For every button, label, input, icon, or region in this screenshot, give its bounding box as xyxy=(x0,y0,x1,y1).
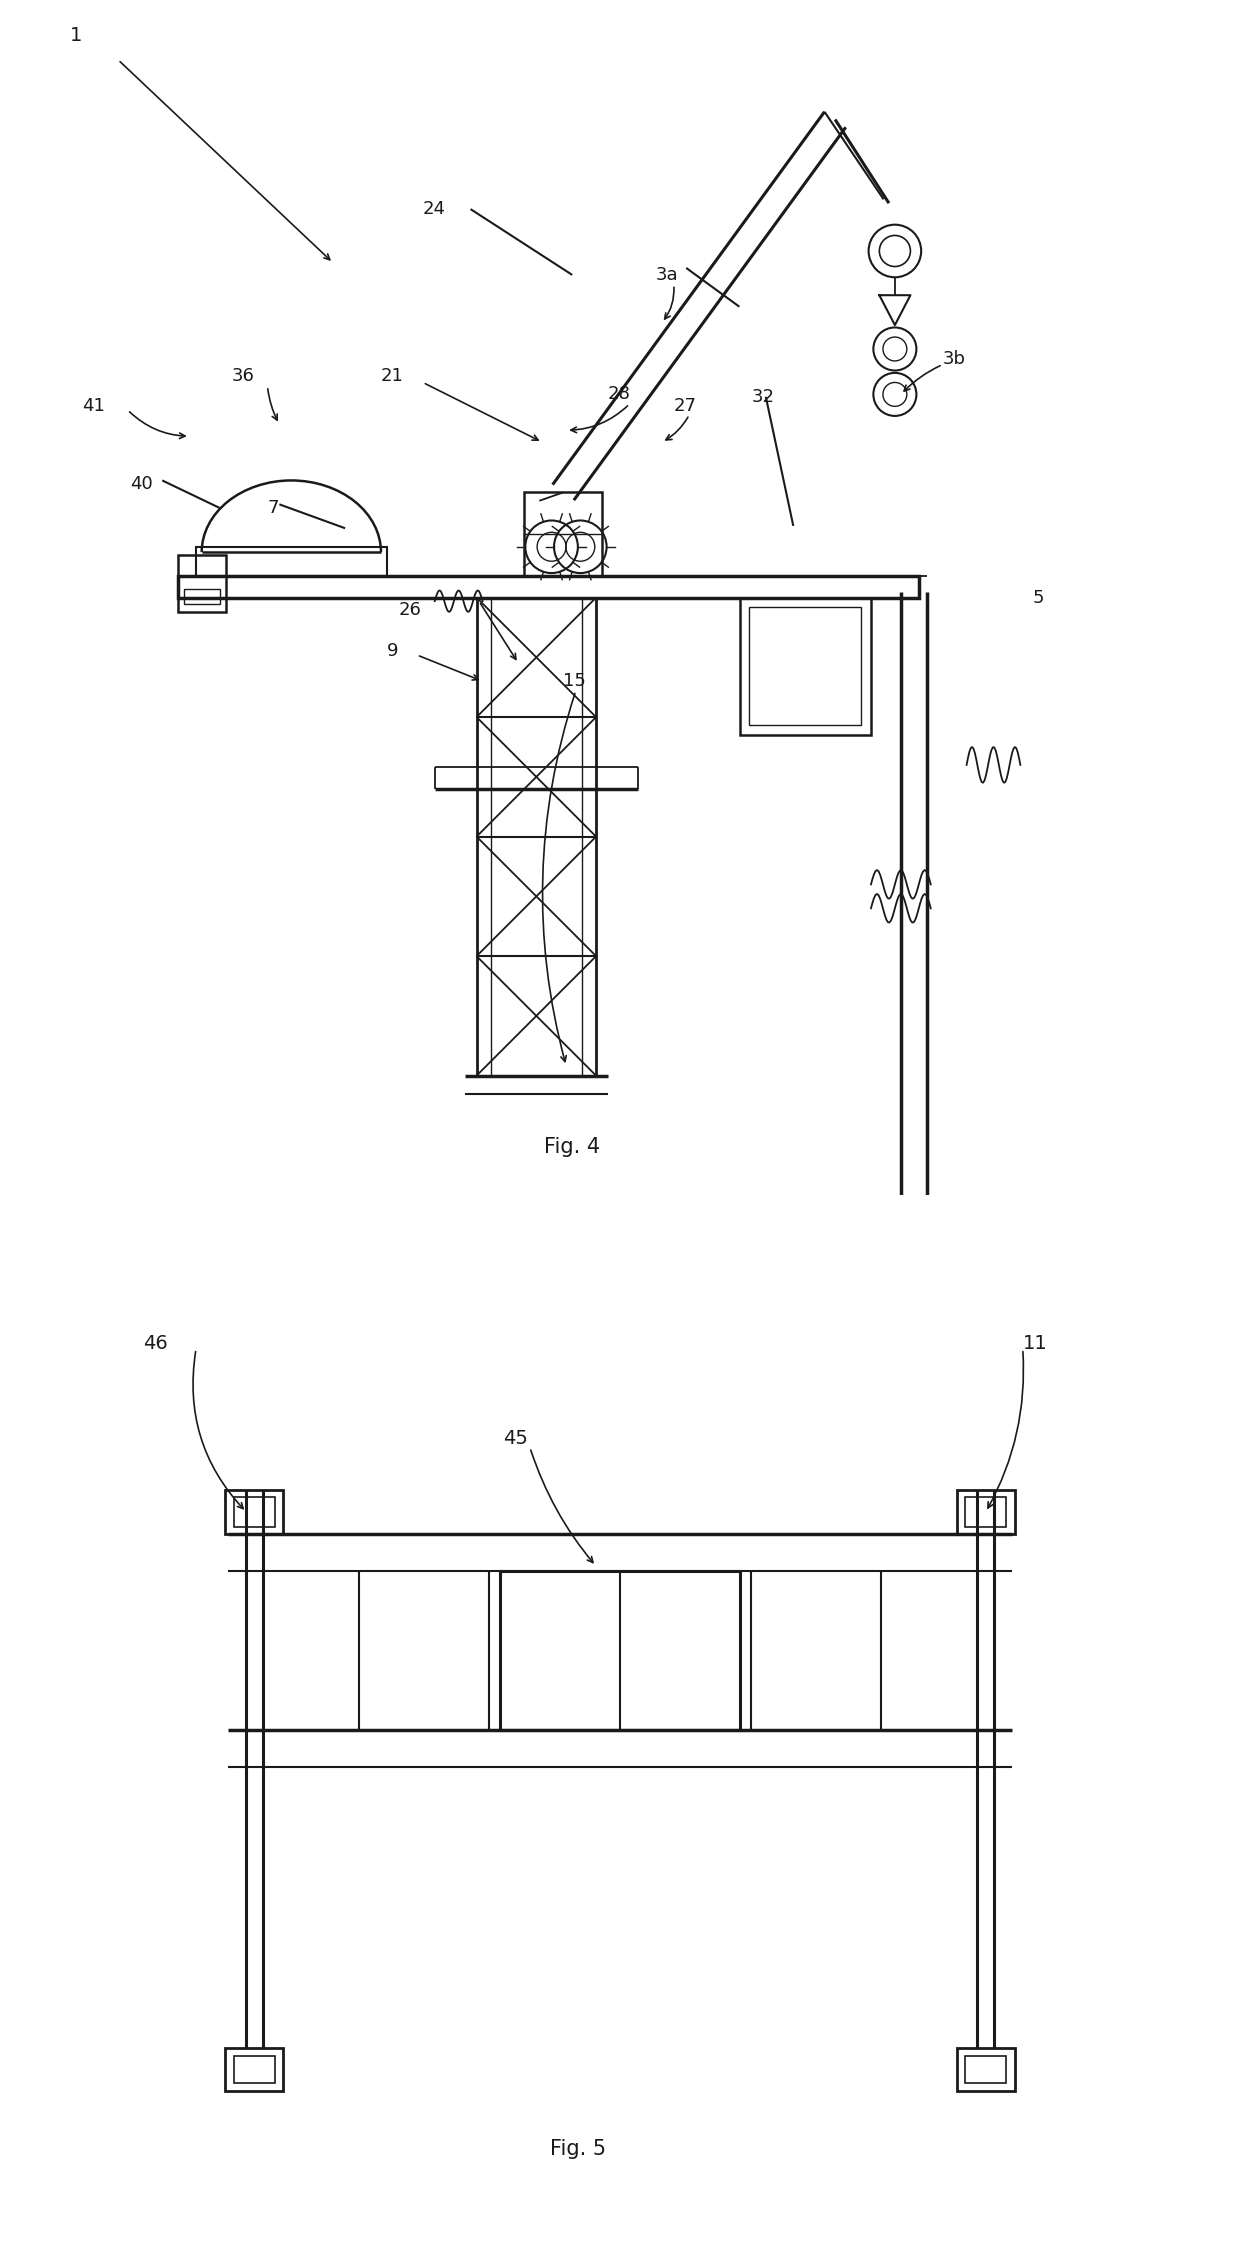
Bar xyxy=(226,2048,284,2090)
Text: 5: 5 xyxy=(1033,589,1044,607)
Text: 27: 27 xyxy=(673,397,697,415)
Text: 36: 36 xyxy=(232,368,254,386)
Bar xyxy=(956,2048,1014,2090)
Text: Fig. 4: Fig. 4 xyxy=(544,1137,600,1157)
Bar xyxy=(956,1491,1014,1533)
Bar xyxy=(226,1491,284,1533)
Bar xyxy=(233,1497,275,1527)
Text: 28: 28 xyxy=(608,386,631,404)
Text: 9: 9 xyxy=(387,643,398,661)
Text: 11: 11 xyxy=(1023,1335,1048,1353)
Text: 24: 24 xyxy=(423,201,446,219)
Bar xyxy=(525,492,603,575)
Text: 7: 7 xyxy=(268,498,279,516)
Text: 1: 1 xyxy=(71,27,83,45)
Text: 21: 21 xyxy=(381,368,404,386)
Text: 3b: 3b xyxy=(942,350,966,368)
Bar xyxy=(965,2057,1007,2084)
Text: Fig. 5: Fig. 5 xyxy=(549,2140,605,2158)
Bar xyxy=(184,589,219,604)
Bar xyxy=(739,598,870,735)
Bar xyxy=(965,1497,1007,1527)
Bar xyxy=(177,575,919,598)
Bar xyxy=(177,555,226,611)
Bar xyxy=(749,607,862,726)
Bar xyxy=(233,2057,275,2084)
Bar xyxy=(196,548,387,575)
Text: 46: 46 xyxy=(143,1335,167,1353)
Bar xyxy=(500,1572,740,1730)
Text: 40: 40 xyxy=(130,476,153,494)
Text: 32: 32 xyxy=(751,388,775,406)
Text: 45: 45 xyxy=(503,1430,528,1448)
Text: 15: 15 xyxy=(563,672,585,690)
Text: 26: 26 xyxy=(399,600,422,618)
Text: 3a: 3a xyxy=(656,266,678,284)
Text: 41: 41 xyxy=(82,397,105,415)
